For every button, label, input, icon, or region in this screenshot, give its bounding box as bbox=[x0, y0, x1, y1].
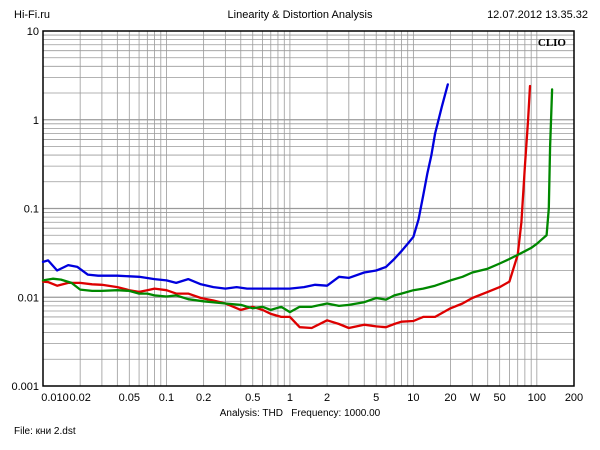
x-axis-unit-label: W bbox=[470, 392, 481, 404]
x-tick-label: 0.05 bbox=[119, 392, 140, 404]
x-tick-label: 200 bbox=[565, 392, 583, 404]
clio-logo: CLIO bbox=[538, 37, 567, 49]
x-tick-label: 50 bbox=[494, 392, 506, 404]
y-tick-label: 0.1 bbox=[24, 204, 39, 216]
x-tick-label: 0.02 bbox=[69, 392, 90, 404]
y-tick-label: 0.01 bbox=[18, 292, 39, 304]
analysis-info: Analysis: THD Frequency: 1000.00 bbox=[0, 408, 600, 419]
x-tick-label: 0.5 bbox=[245, 392, 260, 404]
x-tick-label: 5 bbox=[373, 392, 379, 404]
file-label: File: кни 2.dst bbox=[14, 426, 76, 437]
series-line-1 bbox=[41, 83, 449, 290]
plot-frame bbox=[42, 30, 575, 387]
header-site-name: Hi-Fi.ru bbox=[14, 9, 51, 21]
x-tick-label: 20 bbox=[444, 392, 456, 404]
x-tick-label: 1 bbox=[287, 392, 293, 404]
x-tick-label: 0.010 bbox=[41, 392, 69, 404]
x-tick-label: 2 bbox=[324, 392, 330, 404]
series-line-3 bbox=[41, 88, 554, 314]
header-timestamp: 12.07.2012 13.35.32 bbox=[487, 9, 588, 21]
frequency-label: Frequency: 1000.00 bbox=[291, 408, 381, 419]
header-title: Linearity & Distortion Analysis bbox=[227, 9, 373, 21]
x-tick-label: 0.1 bbox=[159, 392, 174, 404]
x-tick-label: 10 bbox=[407, 392, 419, 404]
y-tick-label: 1 bbox=[33, 115, 39, 127]
x-tick-label: 100 bbox=[528, 392, 546, 404]
y-tick-label: 0.001 bbox=[11, 381, 39, 393]
analysis-label: Analysis: THD bbox=[219, 408, 283, 419]
y-tick-label: 10 bbox=[27, 26, 39, 38]
x-tick-label: 0.2 bbox=[196, 392, 211, 404]
